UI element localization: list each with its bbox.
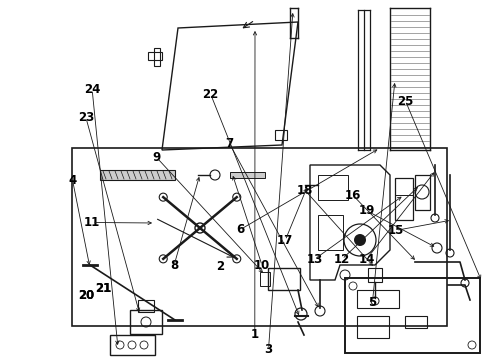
Text: 5: 5 [368, 296, 376, 309]
Text: 21: 21 [95, 282, 111, 294]
Circle shape [195, 223, 205, 233]
Text: 13: 13 [306, 253, 323, 266]
Circle shape [159, 193, 167, 201]
Text: 10: 10 [254, 259, 270, 272]
Text: 22: 22 [202, 88, 219, 101]
Text: 8: 8 [170, 259, 178, 272]
Bar [230, 172, 265, 178]
Text: 20: 20 [77, 289, 94, 302]
Text: 24: 24 [84, 83, 100, 96]
Text: 9: 9 [153, 151, 161, 164]
Text: 11: 11 [84, 216, 100, 229]
Text: 7: 7 [225, 137, 233, 150]
Bar [148, 52, 162, 60]
Bar [260, 272, 270, 286]
Bar [268, 268, 300, 290]
Bar [415, 175, 430, 210]
Circle shape [354, 234, 366, 246]
Bar [275, 130, 287, 140]
Text: 6: 6 [236, 223, 244, 236]
Bar [368, 268, 382, 282]
Text: 14: 14 [358, 253, 375, 266]
Bar [138, 300, 154, 312]
Bar [318, 175, 348, 200]
Bar [357, 316, 389, 338]
Bar [357, 290, 399, 308]
Text: 25: 25 [397, 95, 414, 108]
Text: 19: 19 [358, 204, 375, 217]
Bar [130, 310, 162, 334]
Circle shape [233, 255, 241, 263]
Bar [405, 316, 427, 328]
Text: 23: 23 [77, 111, 94, 123]
Text: 18: 18 [296, 184, 313, 197]
Circle shape [233, 193, 241, 201]
Text: 4: 4 [69, 174, 76, 186]
Text: 21: 21 [95, 282, 111, 294]
Text: 16: 16 [344, 189, 361, 202]
Text: 1: 1 [251, 328, 259, 341]
Text: 12: 12 [334, 253, 350, 266]
Bar [72, 148, 447, 326]
Text: 2: 2 [217, 260, 224, 273]
Bar [318, 215, 343, 250]
Bar [345, 278, 480, 353]
Bar [395, 178, 413, 220]
Bar [110, 335, 155, 355]
Text: 17: 17 [277, 234, 294, 247]
Text: 3: 3 [265, 343, 272, 356]
Circle shape [159, 255, 167, 263]
Text: 15: 15 [388, 224, 404, 237]
Bar [100, 170, 175, 180]
Text: 20: 20 [77, 289, 94, 302]
Bar [154, 48, 160, 66]
